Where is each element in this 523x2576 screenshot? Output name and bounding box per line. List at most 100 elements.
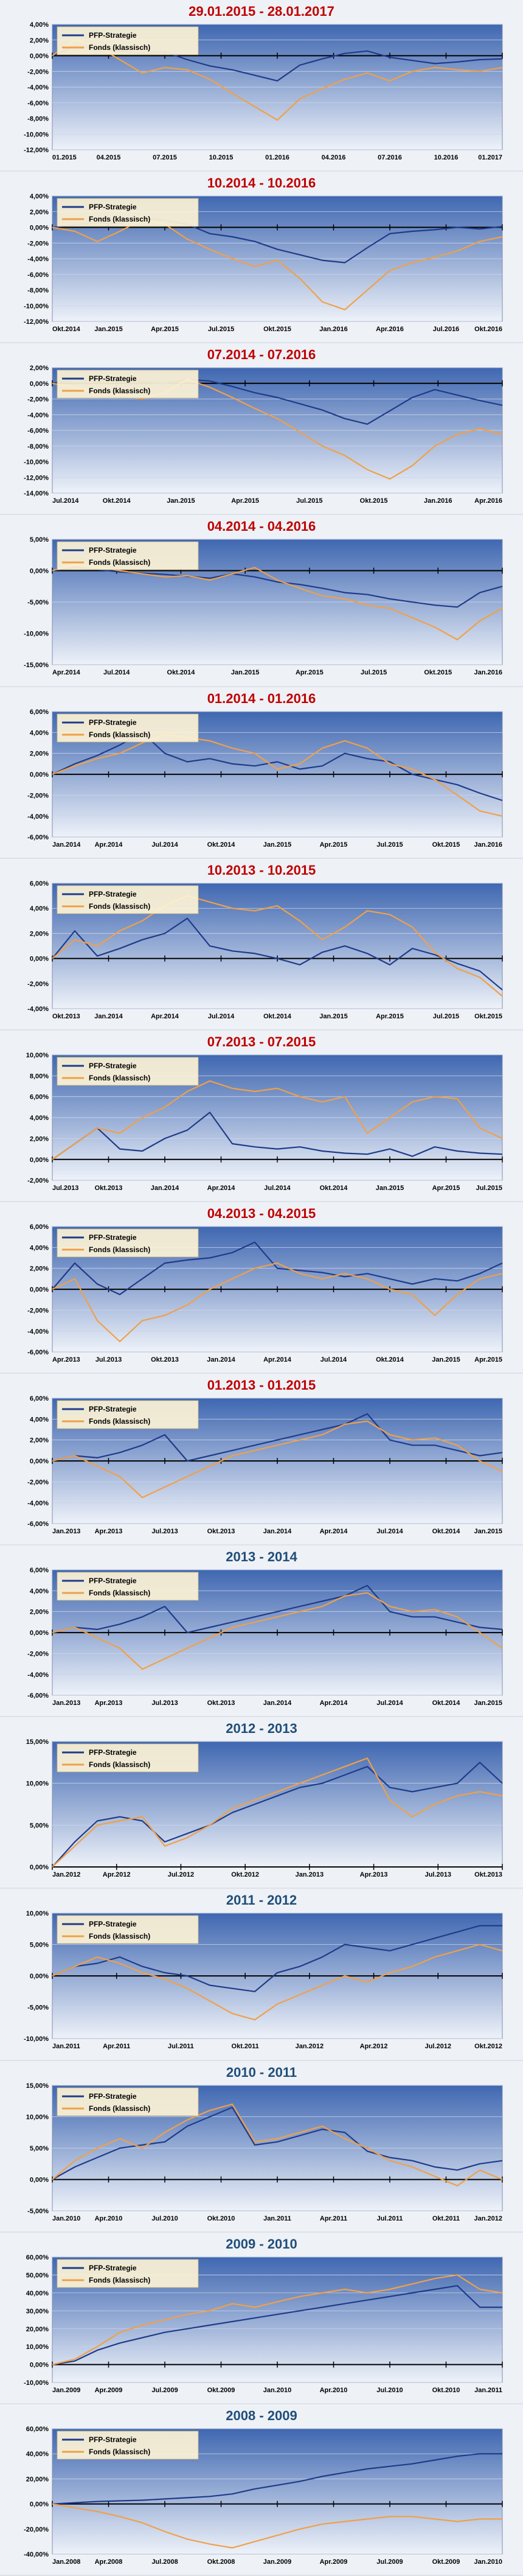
y-tick-label: 15,00% <box>26 2082 49 2090</box>
chart-panel: 2011 - 2012 10,00% 5,00% 0,00% -5,00% -10,00%… <box>0 1889 523 2061</box>
x-tick-label: Apr.2013 <box>95 1528 123 1535</box>
x-tick-label: Jan.2016 <box>424 497 452 505</box>
series-line-fonds <box>52 1944 503 2021</box>
y-tick-label: -2,00% <box>27 1177 49 1185</box>
y-tick-label: 6,00% <box>30 1567 49 1574</box>
legend <box>57 541 199 570</box>
line-chart: 10,00% 5,00% 0,00% -5,00% -10,00%Jan.2011 Apr… <box>24 1910 503 2051</box>
x-tick-label: Okt.2014 <box>263 1013 292 1020</box>
legend <box>57 885 199 914</box>
y-tick-label: 5,00% <box>30 2145 49 2152</box>
x-tick-label: Apr.2011 <box>320 2215 347 2222</box>
chart-title: 10.2014 - 10.2016 <box>207 175 316 191</box>
y-tick-label: 8,00% <box>30 1073 49 1080</box>
x-tick-label: Jan.2015 <box>319 1013 347 1020</box>
series-line-pfp <box>52 2452 502 2505</box>
series-line-fonds <box>52 2273 503 2365</box>
y-tick-label: 6,00% <box>30 1093 49 1101</box>
x-tick-label: Jul.2015 <box>296 497 322 505</box>
x-tick-label: Jan.2015 <box>167 497 195 505</box>
legend <box>57 1057 199 1086</box>
series-line-fonds <box>52 564 503 641</box>
y-tick-label: 6,00% <box>30 1395 49 1402</box>
y-tick-label: 40,00% <box>26 2451 49 2458</box>
x-tick-label: Jan.2009 <box>52 2387 80 2394</box>
legend <box>57 369 199 399</box>
y-tick-label: 0,00% <box>30 1973 49 1980</box>
series-line-pfp <box>52 1413 503 1462</box>
x-tick-label: Jan.2015 <box>263 841 291 849</box>
x-tick-label: 01.2015 <box>52 154 77 161</box>
y-tick-label: 2,00% <box>30 1265 49 1273</box>
x-tick-label: Jan.2014 <box>94 1013 123 1020</box>
y-tick-label: 6,00% <box>30 1223 49 1231</box>
legend-label: PFP-Strategie <box>89 2264 137 2272</box>
y-tick-label: 15,00% <box>26 1738 49 1746</box>
x-tick-label: Okt.2009 <box>432 2558 460 2566</box>
legend-label: Fonds (klassisch) <box>89 1074 150 1082</box>
y-tick-label: -5,00% <box>27 2208 49 2215</box>
x-tick-label: Apr.2010 <box>320 2387 348 2394</box>
y-tick-label: -10,00% <box>24 2379 49 2387</box>
x-tick-label: Apr.2013 <box>52 1356 80 1363</box>
series-line-fonds <box>52 1080 503 1160</box>
series-line-pfp <box>52 2106 503 2180</box>
x-tick-label: Apr.2009 <box>320 2558 348 2566</box>
x-tick-label: Okt.2014 <box>376 1356 404 1363</box>
legend-label: PFP-Strategie <box>89 1577 137 1585</box>
x-tick-label: Jul.2010 <box>376 2387 403 2394</box>
x-tick-label: Jan.2015 <box>474 1699 502 1707</box>
legend-label: PFP-Strategie <box>89 1233 137 1242</box>
y-tick-label: 30,00% <box>26 2308 49 2315</box>
legend-label: PFP-Strategie <box>89 203 137 211</box>
y-tick-label: 6,00% <box>30 880 49 887</box>
line-chart: 15,00% 10,00% 5,00% 0,00% -5,00%Jan.2010 Apr.… <box>26 2082 503 2222</box>
y-tick-label: -2,00% <box>27 792 49 799</box>
x-tick-label: Okt.2013 <box>52 1013 80 1020</box>
legend-label: Fonds (klassisch) <box>89 43 150 52</box>
legend-label: PFP-Strategie <box>89 31 137 40</box>
legend <box>57 26 199 55</box>
x-tick-label: 04.2015 <box>97 154 121 161</box>
y-tick-label: -4,00% <box>27 813 49 820</box>
x-tick-label: Jan.2015 <box>474 1528 502 1535</box>
y-tick-label: 2,00% <box>30 750 49 757</box>
y-tick-label: 5,00% <box>30 536 49 544</box>
x-tick-label: Okt.2014 <box>103 497 131 505</box>
legend-label: PFP-Strategie <box>89 374 137 383</box>
x-tick-label: Apr.2014 <box>263 1356 292 1363</box>
y-tick-label: 4,00% <box>30 1416 49 1423</box>
x-tick-label: Jan.2014 <box>263 1528 292 1535</box>
y-tick-label: -12,00% <box>24 475 49 482</box>
x-tick-label: Jul.2012 <box>168 1871 194 1878</box>
y-tick-label: 2,00% <box>30 930 49 937</box>
y-tick-label: -4,00% <box>27 84 49 91</box>
x-tick-label: Jan.2015 <box>231 670 259 677</box>
y-tick-label: -2,00% <box>27 1651 49 1658</box>
legend-label: Fonds (klassisch) <box>89 902 150 911</box>
y-tick-label: 6,00% <box>30 709 49 716</box>
y-tick-label: 10,00% <box>26 1910 49 1917</box>
x-tick-label: Jul.2015 <box>476 1185 502 1192</box>
y-tick-label: -8,00% <box>27 116 49 123</box>
x-tick-label: Jul.2014 <box>376 1528 403 1535</box>
legend <box>57 1572 199 1601</box>
line-chart: 4,00% 2,00% 0,00% -2,00% -4,00% -6,00% -8,00% -… <box>24 21 503 161</box>
x-tick-label: Jul.2013 <box>151 1528 178 1535</box>
series-line-fonds <box>52 1592 503 1670</box>
x-tick-label: Jul.2016 <box>433 326 459 333</box>
x-tick-label: 07.2016 <box>378 154 402 161</box>
y-tick-label: 0,00% <box>30 2361 49 2368</box>
y-tick-label: -8,00% <box>27 287 49 295</box>
y-tick-label: 5,00% <box>30 1942 49 1949</box>
y-tick-label: -40,00% <box>24 2551 49 2558</box>
y-tick-label: 4,00% <box>30 905 49 912</box>
series-line-pfp <box>52 917 503 990</box>
y-tick-label: 2,00% <box>30 365 49 372</box>
y-tick-label: 4,00% <box>30 729 49 737</box>
y-tick-label: 0,00% <box>30 53 49 60</box>
legend-label: PFP-Strategie <box>89 2092 137 2101</box>
x-tick-label: Okt.2013 <box>95 1185 123 1192</box>
x-tick-label: Okt.2010 <box>432 2387 460 2394</box>
x-tick-label: Apr.2015 <box>296 670 324 677</box>
